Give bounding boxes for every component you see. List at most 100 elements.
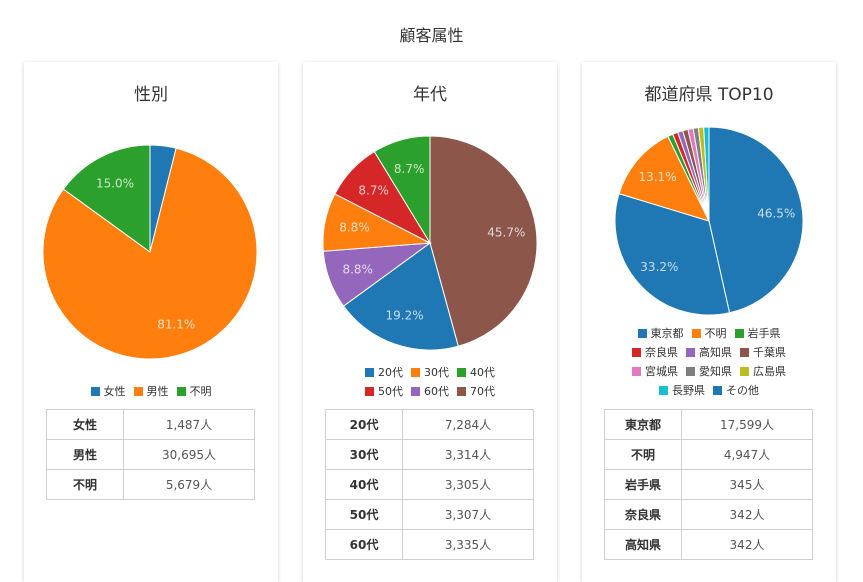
legend-swatch <box>632 367 641 376</box>
legend-item[interactable]: 50代 <box>365 382 403 401</box>
legend-item[interactable]: 広島県 <box>740 362 786 381</box>
pie-percent-label: 8.7% <box>394 162 425 176</box>
legend-label: 奈良県 <box>645 346 678 359</box>
table-row: 20代 7,284人 <box>325 409 534 440</box>
table-row: 不明 4,947人 <box>604 439 813 470</box>
legend-swatch <box>659 386 668 395</box>
row-label: 岩手県 <box>604 469 682 500</box>
row-value: 7,284人 <box>402 409 534 440</box>
legend-item[interactable]: 岩手県 <box>734 324 781 343</box>
legend-item[interactable]: 不明 <box>176 382 212 401</box>
legend-item[interactable]: 30代 <box>411 363 449 382</box>
pie-percent-label: 33.2% <box>640 260 678 274</box>
row-label: 女性 <box>46 409 124 440</box>
pie-slice-1-0[interactable] <box>429 135 538 347</box>
pie-slice-0-1[interactable] <box>42 147 258 360</box>
legend-swatch <box>740 348 749 357</box>
pie-percent-label: 8.8% <box>339 221 370 235</box>
legend-swatch <box>686 367 695 376</box>
legend-item[interactable]: 東京都 <box>637 324 684 343</box>
pie-percent-label: 46.5% <box>757 207 795 221</box>
prefecture-card: 都道府県 TOP10 46.5% 33.2% 13.1% 東京都 不明 岩手県 奈良県 高知県… <box>582 62 836 582</box>
table-row: 不明 5,679人 <box>46 469 255 500</box>
pie-percent-label: 8.8% <box>342 263 373 277</box>
table-row: 40代 3,305人 <box>325 469 534 500</box>
legend-swatch <box>632 348 641 357</box>
table-row: 東京都 17,599人 <box>604 409 813 440</box>
legend-item[interactable]: 千葉県 <box>740 343 786 362</box>
legend-item[interactable]: 男性 <box>133 382 169 401</box>
legend-label: 岩手県 <box>747 327 781 340</box>
legend-label: 長野県 <box>672 384 705 397</box>
pie-slice-1-5[interactable] <box>373 135 431 245</box>
pie-slice-1-1[interactable] <box>342 242 459 351</box>
legend-swatch <box>90 387 100 396</box>
legend-label: 千葉県 <box>753 346 786 359</box>
legend-swatch <box>411 368 420 377</box>
legend-swatch <box>365 368 374 377</box>
pie-percent-label: 45.7% <box>487 226 525 240</box>
legend-label: 高知県 <box>699 346 732 359</box>
row-label: 60代 <box>325 529 403 560</box>
row-label: 不明 <box>604 439 682 470</box>
age-chart-title: 年代 <box>413 85 447 105</box>
legend-item[interactable]: 宮城県 <box>632 362 678 381</box>
legend-swatch <box>133 387 143 396</box>
pie-chart: 45.7% 19.2% 8.8% 8.8% 8.7% 8.7% <box>322 135 538 351</box>
row-value: 30,695人 <box>123 439 255 470</box>
table-row: 60代 3,335人 <box>325 529 534 560</box>
legend-item[interactable]: 長野県 <box>659 381 705 400</box>
row-value: 3,314人 <box>402 439 534 470</box>
age-card: 年代 45.7% 19.2% 8.8% 8.8% 8.7% 8.7% 20代 30代 40代 50… <box>303 62 557 582</box>
legend-swatch <box>637 329 647 338</box>
row-value: 342人 <box>681 529 813 560</box>
row-label: 40代 <box>325 469 403 500</box>
row-value: 17,599人 <box>681 409 813 440</box>
row-value: 4,947人 <box>681 439 813 470</box>
pie-slice-2-10[interactable] <box>703 126 710 222</box>
pie-percent-label: 15.0% <box>96 176 134 190</box>
pie-chart: 46.5% 33.2% 13.1% <box>614 126 804 316</box>
legend-swatch <box>734 329 744 338</box>
row-value: 3,307人 <box>402 499 534 530</box>
pie-chart: 81.1% 15.0% <box>42 144 258 360</box>
row-label: 20代 <box>325 409 403 440</box>
page-title: 顧客属性 <box>399 26 464 45</box>
legend-item[interactable]: 不明 <box>691 324 727 343</box>
legend-swatch <box>713 386 722 395</box>
table-row: 30代 3,314人 <box>325 439 534 470</box>
legend-swatch <box>365 387 374 396</box>
table-row: 女性 1,487人 <box>46 409 255 440</box>
legend-label: 東京都 <box>650 327 684 340</box>
chart-legend: 東京都 不明 岩手県奈良県 高知県 千葉県宮城県 愛知県 広島県長野県 その他 <box>582 324 836 400</box>
legend-label: 50代 <box>378 385 403 398</box>
legend-item[interactable]: その他 <box>713 381 759 400</box>
legend-item[interactable]: 20代 <box>365 363 403 382</box>
table-row: 岩手県 345人 <box>604 469 813 500</box>
pie-slice-2-2[interactable] <box>618 135 710 222</box>
legend-item[interactable]: 女性 <box>90 382 126 401</box>
legend-label: その他 <box>726 384 759 397</box>
legend-label: 愛知県 <box>699 365 732 378</box>
legend-label: 不明 <box>189 385 212 398</box>
table-row: 高知県 342人 <box>604 529 813 560</box>
pie-slice-0-2[interactable] <box>62 144 151 253</box>
data-table: 20代 7,284人 30代 3,314人 40代 3,305人 50代 3,307人 60代 3… <box>325 409 534 560</box>
pie-percent-label: 13.1% <box>638 170 676 184</box>
data-table: 東京都 17,599人 不明 4,947人 岩手県 345人 奈良県 342人 高知県 342人 <box>604 409 813 560</box>
row-label: 奈良県 <box>604 499 682 530</box>
legend-item[interactable]: 愛知県 <box>686 362 732 381</box>
row-value: 345人 <box>681 469 813 500</box>
legend-item[interactable]: 奈良県 <box>632 343 678 362</box>
legend-item[interactable]: 70代 <box>457 382 495 401</box>
legend-item[interactable]: 高知県 <box>686 343 732 362</box>
table-row: 50代 3,307人 <box>325 499 534 530</box>
legend-label: 70代 <box>470 385 495 398</box>
legend-item[interactable]: 60代 <box>411 382 449 401</box>
pie-percent-label: 8.7% <box>358 183 389 197</box>
pie-slice-2-0[interactable] <box>708 126 804 314</box>
legend-swatch <box>691 329 701 338</box>
legend-item[interactable]: 40代 <box>457 363 495 382</box>
pie-slice-2-1[interactable] <box>614 193 731 316</box>
gender-card: 性別 81.1% 15.0% 女性 男性 不明 女性 1,487人 男性 30,695人 不明 5,… <box>24 62 278 582</box>
